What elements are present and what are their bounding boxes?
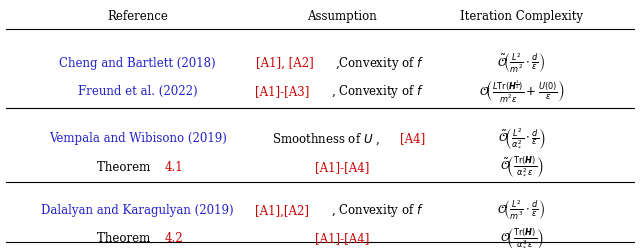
Text: [A1]-[A3]: [A1]-[A3] <box>255 85 310 98</box>
Text: [A1]-[A4]: [A1]-[A4] <box>316 161 369 174</box>
Text: ,Convexity of $f$: ,Convexity of $f$ <box>335 55 424 72</box>
Text: $\mathcal{O}\!\left(\frac{\mathrm{Tr}(\boldsymbol{H})}{\alpha_*^{3}\epsilon}\rig: $\mathcal{O}\!\left(\frac{\mathrm{Tr}(\b… <box>500 226 543 248</box>
Text: Freund et al. (2022): Freund et al. (2022) <box>78 85 197 98</box>
Text: $\mathcal{O}\!\left(\frac{L\mathrm{Tr}(\boldsymbol{H}^{\frac{1}{2}})}{m^2\epsilo: $\mathcal{O}\!\left(\frac{L\mathrm{Tr}(\… <box>479 79 564 105</box>
Text: Assumption: Assumption <box>308 10 377 23</box>
Text: $\tilde{\mathcal{O}}\!\left(\frac{\mathrm{Tr}(\boldsymbol{H})}{\alpha_*^2\epsilo: $\tilde{\mathcal{O}}\!\left(\frac{\mathr… <box>500 155 543 180</box>
Text: Cheng and Bartlett (2018): Cheng and Bartlett (2018) <box>60 57 216 70</box>
Text: $\tilde{\mathcal{O}}\!\left(\frac{L^2}{\alpha_*^2}\cdot\frac{d}{\epsilon}\right): $\tilde{\mathcal{O}}\!\left(\frac{L^2}{\… <box>498 127 545 151</box>
Text: 4.1: 4.1 <box>165 161 184 174</box>
Text: Smoothness of $U$ ,: Smoothness of $U$ , <box>271 131 381 147</box>
Text: Dalalyan and Karagulyan (2019): Dalalyan and Karagulyan (2019) <box>42 204 234 217</box>
Text: Theorem: Theorem <box>97 161 154 174</box>
Text: [A1],[A2]: [A1],[A2] <box>255 204 309 217</box>
Text: $\mathcal{O}\!\left(\frac{L^2}{m^3}\cdot\frac{d}{\epsilon}\right)$: $\mathcal{O}\!\left(\frac{L^2}{m^3}\cdot… <box>497 199 546 222</box>
Text: 4.2: 4.2 <box>165 232 184 245</box>
Text: , Convexity of $f$: , Convexity of $f$ <box>331 83 424 100</box>
Text: [A1]-[A4]: [A1]-[A4] <box>316 232 369 245</box>
Text: $\tilde{\mathcal{O}}\!\left(\frac{L^2}{m^2}\cdot\frac{d}{\epsilon}\right)$: $\tilde{\mathcal{O}}\!\left(\frac{L^2}{m… <box>497 52 546 75</box>
Text: [A4]: [A4] <box>400 132 426 145</box>
Text: , Convexity of $f$: , Convexity of $f$ <box>331 202 424 219</box>
Text: Reference: Reference <box>107 10 168 23</box>
Text: Vempala and Wibisono (2019): Vempala and Wibisono (2019) <box>49 132 227 145</box>
Text: Iteration Complexity: Iteration Complexity <box>460 10 583 23</box>
Text: [A1], [A2]: [A1], [A2] <box>256 57 314 70</box>
Text: Theorem: Theorem <box>97 232 154 245</box>
